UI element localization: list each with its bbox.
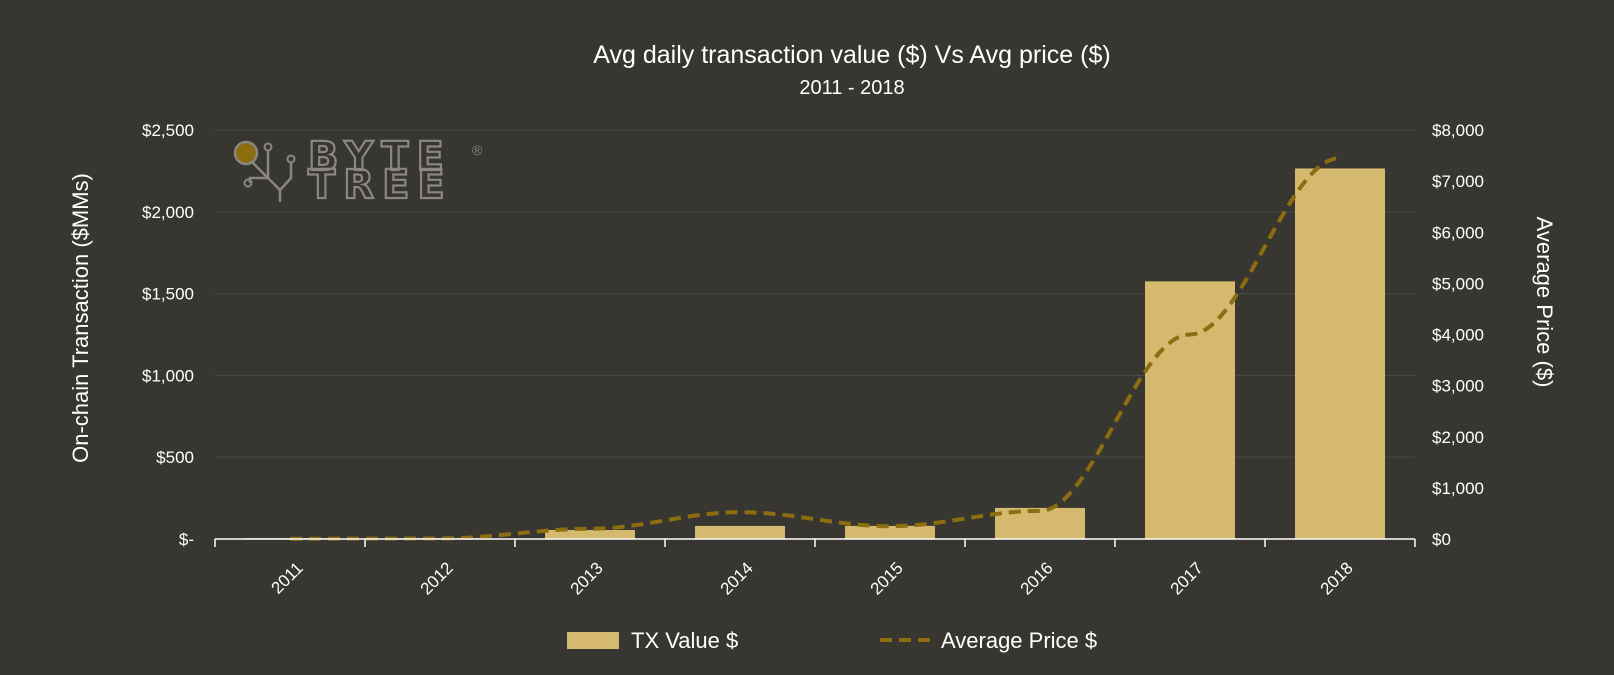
right-tick-label: $0 <box>1432 530 1451 549</box>
x-tick-label: 2015 <box>867 558 907 598</box>
circuit-node-icon <box>233 140 296 202</box>
right-tick-label: $1,000 <box>1432 479 1484 498</box>
left-tick-label: $2,000 <box>142 203 194 222</box>
right-tick-label: $7,000 <box>1432 172 1484 191</box>
right-tick-label: $4,000 <box>1432 326 1484 345</box>
bar-2018 <box>1295 168 1385 540</box>
x-tick-label: 2014 <box>717 558 757 598</box>
left-axis-title: On-chain Transaction ($MMs) <box>68 173 93 463</box>
chart-title: Avg daily transaction value ($) Vs Avg p… <box>593 41 1110 69</box>
bar-2013 <box>545 530 635 539</box>
bar-2014 <box>695 525 785 539</box>
bar-series <box>245 168 1385 540</box>
x-tick-label: 2012 <box>417 558 457 598</box>
right-tick-label: $6,000 <box>1432 223 1484 242</box>
legend-swatch-bar <box>567 632 619 649</box>
x-tick-label: 2018 <box>1317 558 1357 598</box>
chart-subtitle: 2011 - 2018 <box>799 77 904 99</box>
x-tick-label: 2016 <box>1017 558 1057 598</box>
bar-2017 <box>1145 281 1235 539</box>
x-tick-label: 2013 <box>567 558 607 598</box>
bar-2016 <box>995 507 1085 539</box>
right-tick-label: $2,000 <box>1432 428 1484 447</box>
axes <box>214 538 1416 547</box>
left-tick-label: $1,000 <box>142 366 194 385</box>
x-tick-label: 2017 <box>1167 558 1207 598</box>
logo-line-1: BYTE <box>308 134 452 180</box>
x-tick-label: 2011 <box>268 558 307 597</box>
left-tick-label: $500 <box>156 448 194 467</box>
bar-2015 <box>845 525 935 539</box>
x-axis-ticks: 2011 2012 2013 2014 2015 2016 2017 2018 <box>268 558 1357 598</box>
legend-label-line: Average Price $ <box>941 628 1097 653</box>
right-axis-ticks: $0 $1,000 $2,000 $3,000 $4,000 $5,000 $6,000 $7… <box>1432 121 1484 549</box>
left-tick-label: $1,500 <box>142 285 194 304</box>
logo-line-2: TREE <box>308 162 453 208</box>
right-axis-title: Average Price ($) <box>1532 217 1557 388</box>
left-tick-label: $- <box>179 530 194 549</box>
logo: BYTE TREE ® <box>233 133 483 209</box>
logo-registered-mark: ® <box>472 142 483 158</box>
right-tick-label: $5,000 <box>1432 274 1484 293</box>
legend: TX Value $ Average Price $ <box>567 628 1097 653</box>
right-tick-label: $3,000 <box>1432 377 1484 396</box>
left-tick-label: $2,500 <box>142 121 194 140</box>
left-axis-ticks: $- $500 $1,000 $1,500 $2,000 $2,500 <box>142 121 194 549</box>
right-tick-label: $8,000 <box>1432 121 1484 140</box>
legend-label-bar: TX Value $ <box>631 628 738 653</box>
